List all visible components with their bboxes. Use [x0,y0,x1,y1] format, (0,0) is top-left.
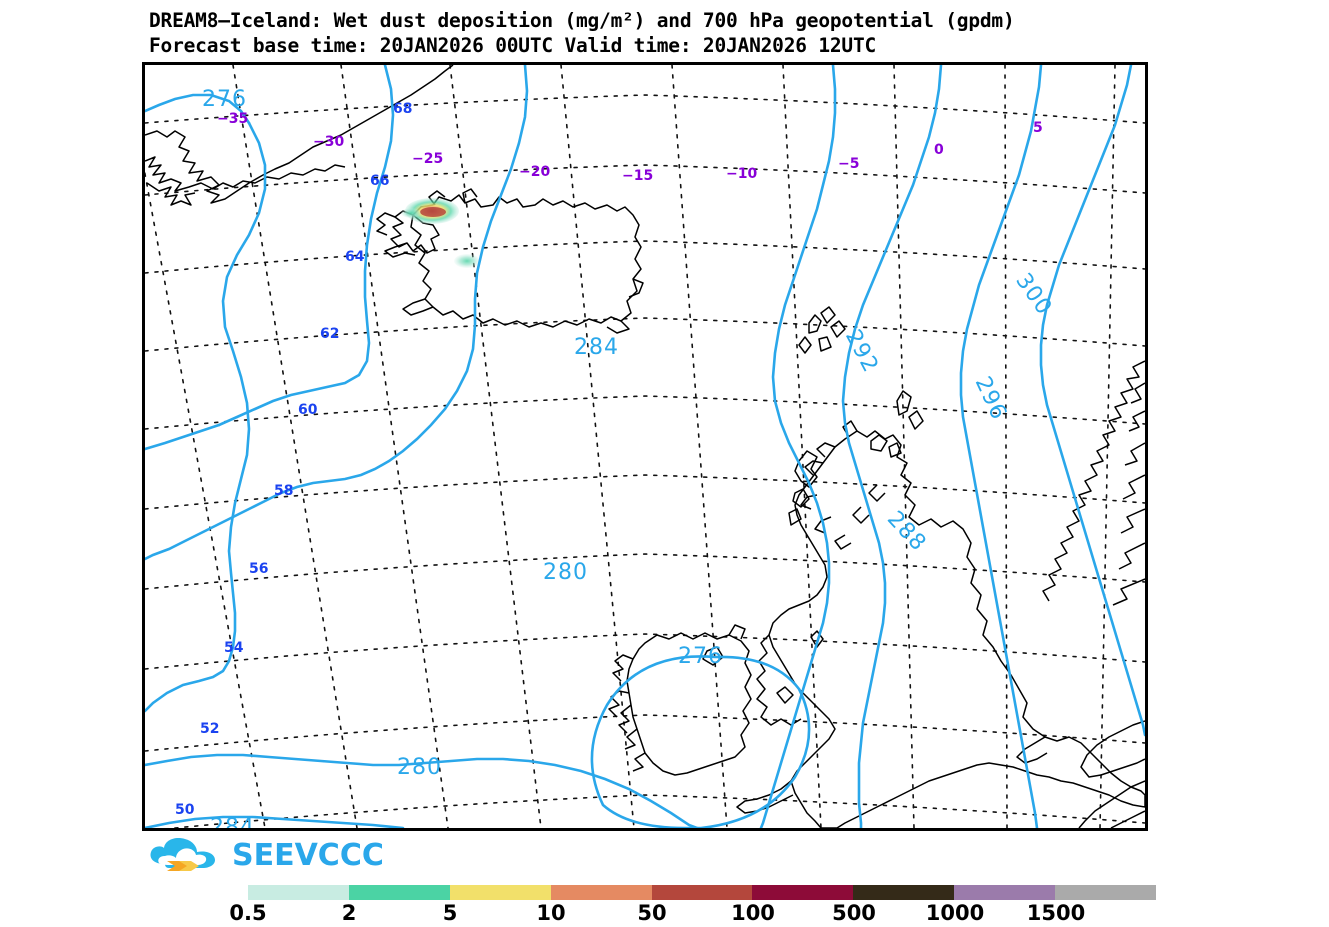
colorbar-tick-4: 50 [637,901,667,925]
colorbar-tick-labels: 0.5 2 5 10 50 100 500 1000 1500 [198,901,1208,927]
colorbar-tick-1: 2 [341,901,357,925]
contour-276-low [590,655,811,828]
colorbar-segment-1 [248,885,349,900]
contour-284-main [217,65,395,427]
contour-280-south [145,753,699,828]
colorbar-segment-7 [853,885,955,900]
contour-284-bottom [145,815,405,828]
map-graphics [145,65,1145,828]
contour-284-tail [145,423,221,451]
geopotential-contours [145,65,1145,828]
colorbar-segment-3 [449,885,551,900]
colorbar-tick-6: 500 [832,901,876,925]
deposition-colorbar[interactable] [248,885,1157,900]
contour-292 [759,65,837,828]
page-title: DREAM8—Iceland: Wet dust deposition (mg/… [149,9,1015,32]
seevccc-logo-text: SEEVCCC [232,838,384,873]
colorbar-tick-7: 1000 [925,901,985,925]
colorbar-tick-8: 1500 [1026,901,1086,925]
colorbar-segment-8 [954,885,1056,900]
colorbar-segment-9 [1055,885,1157,900]
forecast-time-subtitle: Forecast base time: 20JAN2026 00UTC Vali… [149,34,877,57]
seevccc-logo[interactable] [145,834,360,876]
dust-plume-westfjords [401,208,421,218]
colorbar-segment-2 [348,885,450,900]
colorbar-segment-6 [752,885,854,900]
contour-276-north [145,93,251,125]
contour-300 [1039,65,1145,737]
contour-284-west [145,121,267,713]
map-panel[interactable]: 276 284 280 276 280 284 288 292 296 300 … [142,62,1148,831]
cloud-icon [150,838,215,868]
contour-296 [959,65,1043,828]
chart-title-block: DREAM8—Iceland: Wet dust deposition (mg/… [149,8,1324,58]
contour-288 [841,65,943,828]
colorbar-segment-4 [550,885,652,900]
contour-284-south [145,65,529,561]
graticule-lines [145,65,1145,828]
arrow-icon [167,861,199,871]
coastlines [145,65,1145,828]
colorbar-segment-5 [651,885,753,900]
dust-plume-core [420,207,446,217]
dust-deposition-field [401,198,480,268]
dust-plume-south-coast [454,254,480,268]
colorbar-tick-3: 10 [536,901,566,925]
map-canvas: 276 284 280 276 280 284 288 292 296 300 … [145,65,1145,828]
colorbar-tick-0: 0.5 [229,901,267,925]
colorbar-tick-5: 100 [731,901,775,925]
colorbar-tick-2: 5 [442,901,458,925]
